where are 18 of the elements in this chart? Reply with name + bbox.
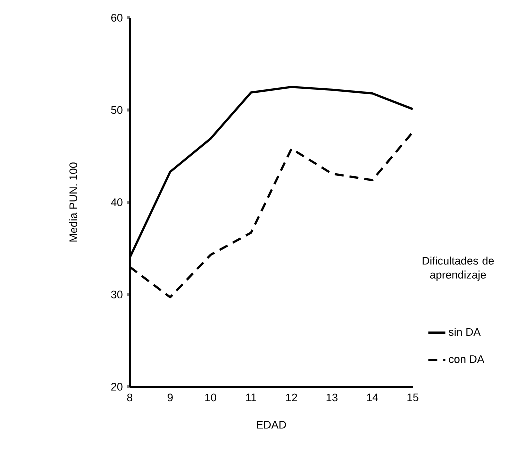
legend-label: con DA <box>449 356 485 364</box>
y-tick-label: 50 <box>111 106 123 114</box>
x-tick-label: 9 <box>168 394 173 402</box>
legend-label: sin DA <box>449 328 481 336</box>
x-tick-label: 14 <box>367 394 378 402</box>
x-tick-label: 10 <box>206 394 217 402</box>
x-tick-label: 8 <box>127 394 133 402</box>
y-tick-label: 30 <box>111 290 123 299</box>
x-tick-label: 12 <box>286 394 298 402</box>
y-tick-label: 20 <box>112 383 123 391</box>
x-tick-label: 11 <box>246 394 256 402</box>
legend-title: Dificultades de aprendizaje <box>422 256 494 281</box>
y-tick-label: 60 <box>112 14 123 22</box>
x-axis-title: EDAD <box>257 421 286 429</box>
y-tick-label: 40 <box>111 198 123 206</box>
x-tick-label: 15 <box>408 394 419 402</box>
y-axis-title: Media PUN. 100 <box>69 162 78 242</box>
x-tick-label: 13 <box>326 394 338 402</box>
